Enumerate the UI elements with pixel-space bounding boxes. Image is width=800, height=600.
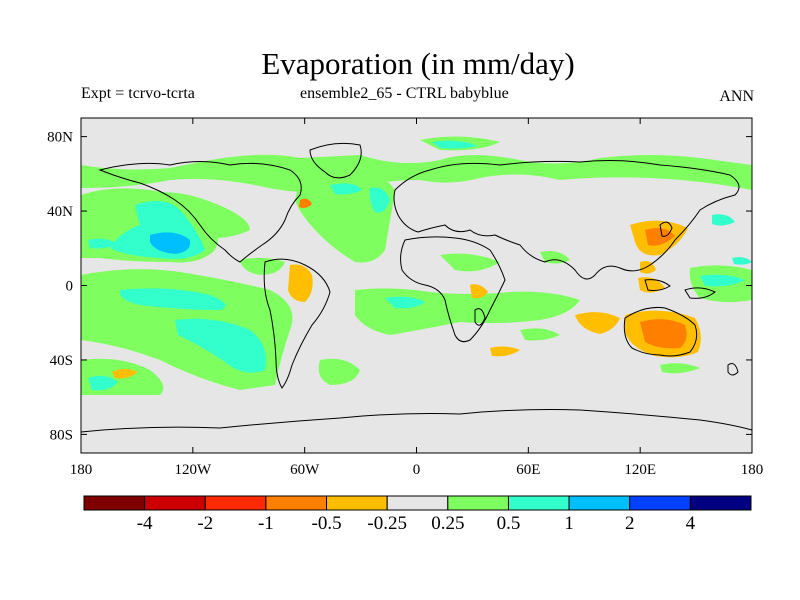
- colorbar-swatch: [507, 495, 570, 511]
- contour-fill: [88, 375, 118, 391]
- lat-tick-label: 40N: [47, 204, 73, 220]
- colorbar-swatch: [265, 495, 328, 511]
- contour-fill: [732, 257, 752, 265]
- contour-fill: [640, 319, 687, 349]
- experiment-label: Expt = tcrvo-tcrta: [81, 85, 195, 102]
- latitude-axis: 80N 40N 0 40S 80S: [47, 130, 752, 443]
- colorbar-swatch: [568, 495, 631, 511]
- contour-fill: [81, 154, 752, 193]
- contour-fill: [150, 232, 191, 254]
- colorbar-label: -1: [258, 513, 274, 534]
- lon-tick-label: 60W: [290, 462, 320, 478]
- colorbar-label: 1: [564, 513, 574, 534]
- coastline-australia: [623, 307, 698, 357]
- contour-fill: [700, 274, 745, 287]
- contour-fill: [660, 363, 700, 374]
- contour-fill: [385, 296, 425, 309]
- colorbar-label: 0.5: [497, 513, 521, 534]
- map-title: Evaporation (in mm/day): [261, 46, 575, 81]
- colorbar-swatch: [447, 495, 509, 511]
- lat-tick-label: 80S: [50, 427, 73, 443]
- contour-fill: [318, 358, 360, 385]
- colorbar-label: 0.25: [431, 513, 464, 534]
- contour-fill: [575, 312, 620, 334]
- colorbar-label: -2: [197, 513, 213, 534]
- coastline-japan: [659, 221, 673, 237]
- colorbar-label: 4: [686, 513, 696, 534]
- coastline-new-guinea: [684, 287, 716, 299]
- contour-fill: [440, 253, 500, 272]
- colorbar-swatch: [386, 495, 449, 511]
- colorbar-swatch: [326, 495, 388, 511]
- lat-tick-label: 80N: [47, 130, 73, 146]
- contour-fill: [369, 187, 390, 213]
- contour-fill: [119, 288, 226, 310]
- coastline-africa: [400, 236, 506, 343]
- coastline-madagascar: [474, 308, 486, 326]
- coastline-south-america: [263, 258, 331, 389]
- season-label: ANN: [719, 88, 754, 105]
- coastline-north-america: [98, 161, 302, 263]
- coastline-indonesia: [644, 279, 671, 291]
- contour-fill: [88, 238, 118, 249]
- colorbar: -4 -2 -1 -0.5 -0.25 0.25 0.5 1 2 4: [83, 495, 752, 534]
- contour-fill: [299, 198, 312, 208]
- longitude-axis: 180 120W 60W 0 60E 120E 180: [70, 118, 764, 478]
- colorbar-swatch: [204, 495, 267, 511]
- colorbar-label: -0.5: [312, 513, 342, 534]
- lon-tick-label: 0: [413, 462, 421, 478]
- contour-fill: [112, 369, 138, 379]
- lon-tick-label: 180: [70, 462, 93, 478]
- coastline-new-zealand: [727, 363, 739, 376]
- contour-fill: [175, 318, 266, 373]
- lon-tick-label: 60E: [516, 462, 540, 478]
- ensemble-label: ensemble2_65 - CTRL babyblue: [300, 85, 509, 102]
- colorbar-label: 2: [625, 513, 635, 534]
- contour-fill: [638, 277, 665, 293]
- colorbar-swatch: [629, 495, 691, 511]
- lat-tick-label: 0: [66, 279, 74, 295]
- contour-fill: [432, 140, 478, 149]
- lon-tick-label: 180: [741, 462, 764, 478]
- contour-fill: [645, 228, 675, 246]
- coastline-eurasia: [393, 160, 740, 280]
- contour-fill: [240, 257, 285, 275]
- coastlines: [81, 142, 752, 433]
- colorbar-label: -0.25: [367, 513, 407, 534]
- contour-fill: [288, 264, 313, 302]
- coastline-antarctica: [81, 409, 752, 433]
- coastline-greenland: [309, 142, 362, 179]
- contour-fill: [470, 284, 488, 299]
- colorbar-swatch: [144, 495, 206, 511]
- lon-tick-label: 120E: [624, 462, 656, 478]
- contour-fill: [490, 346, 520, 357]
- colorbar-swatch: [689, 495, 752, 511]
- contour-fill: [712, 214, 735, 226]
- contour-fill: [540, 251, 570, 264]
- colorbar-label: -4: [137, 513, 153, 534]
- contour-fill: [330, 183, 362, 195]
- colorbar-swatch: [83, 495, 146, 511]
- lon-tick-label: 120W: [174, 462, 212, 478]
- contour-fill: [520, 328, 560, 341]
- lat-tick-label: 40S: [50, 353, 73, 369]
